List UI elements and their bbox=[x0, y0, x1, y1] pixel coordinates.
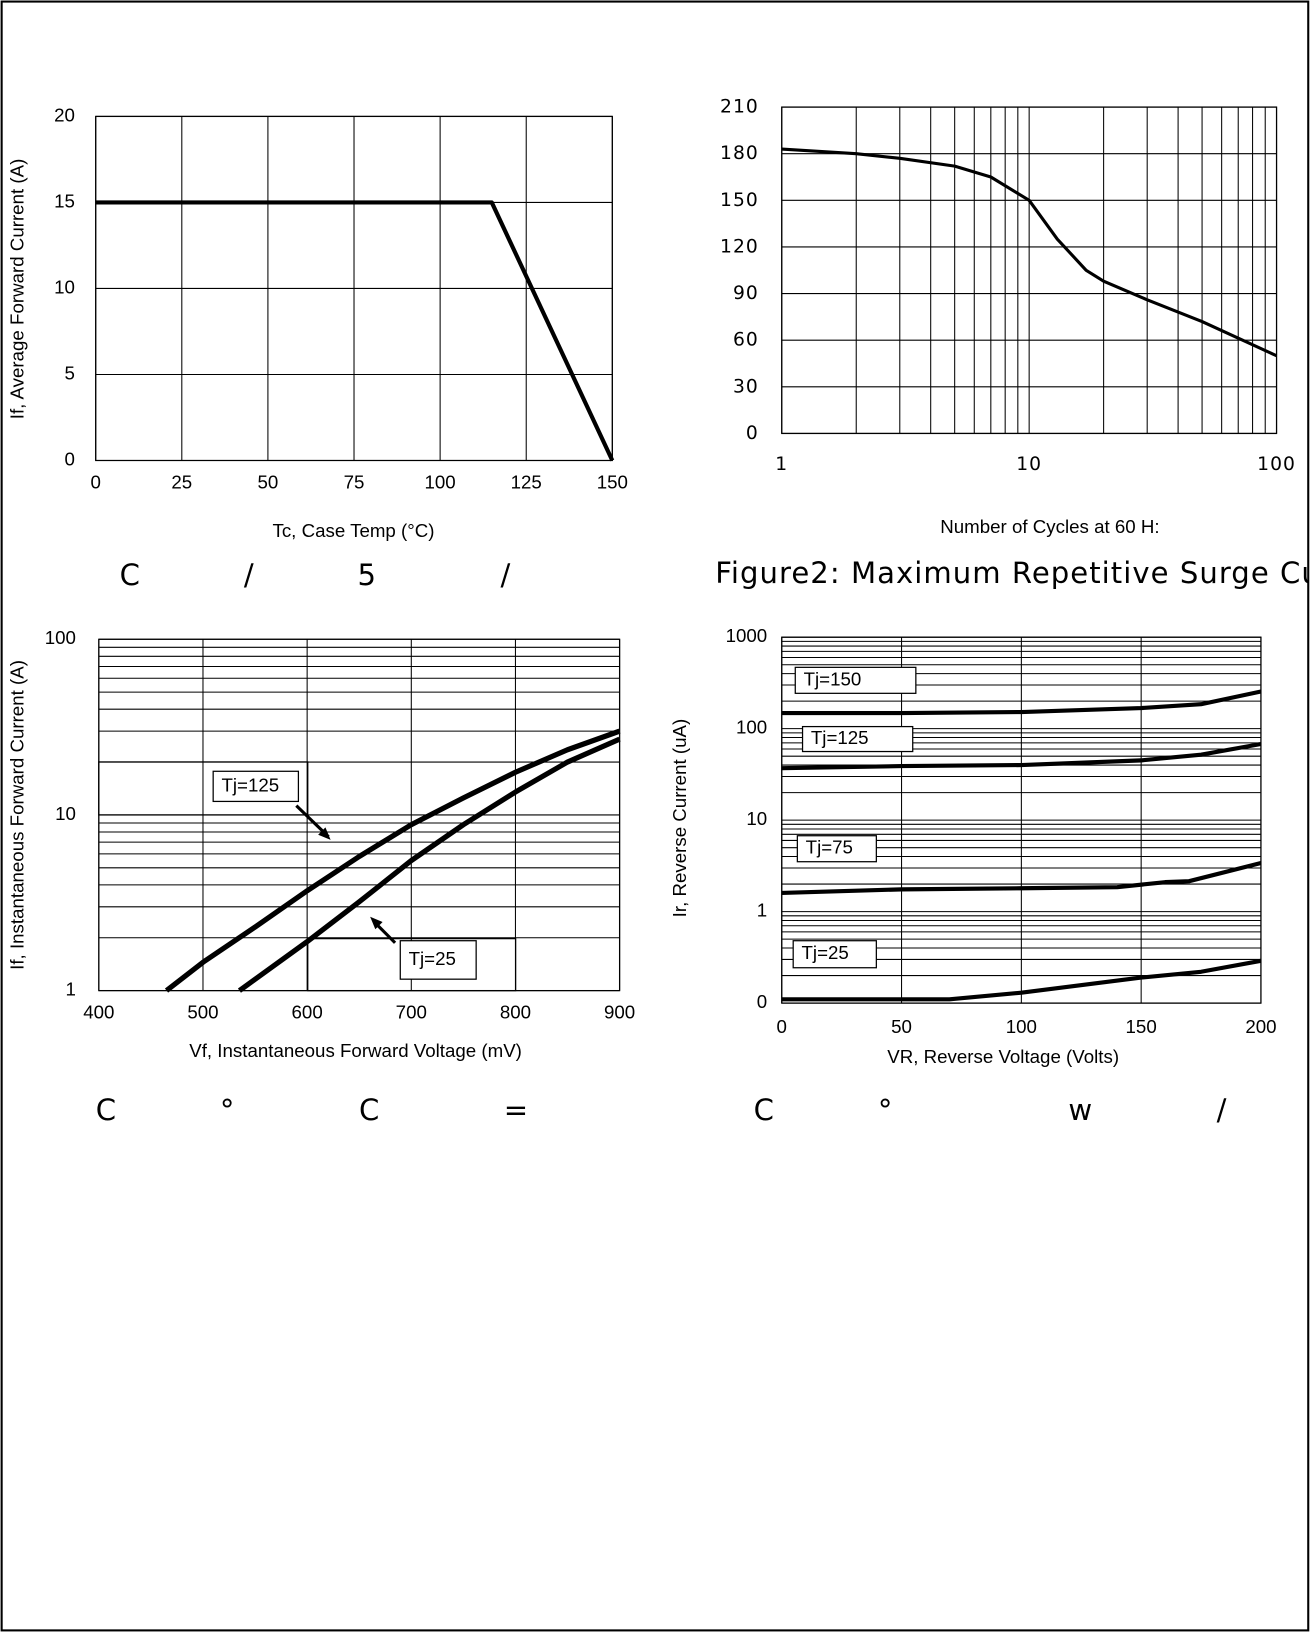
x-tick-label: 100 bbox=[1006, 1016, 1037, 1037]
x-tick-label: 150 bbox=[597, 471, 628, 492]
x-tick-label: 0 bbox=[777, 1016, 787, 1037]
series-line bbox=[95, 200, 615, 462]
series-line bbox=[237, 736, 621, 993]
series-label: Tj=25 bbox=[409, 948, 456, 969]
y-tick-label: 10 bbox=[746, 808, 767, 829]
series-label: Tj=125 bbox=[811, 727, 869, 748]
y-tick-label: 60 bbox=[733, 330, 759, 351]
y-tick-label: 150 bbox=[720, 190, 759, 211]
series-label-box bbox=[212, 770, 300, 803]
plot-frame bbox=[95, 115, 613, 462]
y-tick-label: 1 bbox=[757, 900, 767, 921]
y-tick-label: 15 bbox=[54, 190, 75, 211]
x-axis-label: VR, Reverse Voltage (Volts) bbox=[887, 1046, 1119, 1067]
x-tick-label: 50 bbox=[258, 471, 279, 492]
x-tick-label: 125 bbox=[511, 471, 542, 492]
caption: Figure2: Maximum Repetitive Surge Curren… bbox=[715, 556, 1313, 590]
y-tick-label: 1 bbox=[66, 979, 76, 1000]
caption: C / 5 / bbox=[120, 558, 512, 592]
caption: C ° w / bbox=[754, 1093, 1228, 1127]
x-tick-label: 25 bbox=[171, 471, 192, 492]
series-label-box bbox=[794, 666, 917, 694]
series-line bbox=[781, 741, 1262, 771]
x-tick-label: 1 bbox=[775, 454, 788, 475]
series-label: Tj=125 bbox=[221, 774, 279, 795]
y-tick-label: 90 bbox=[733, 283, 759, 304]
y-tick-label: 100 bbox=[736, 717, 767, 738]
y-tick-label: 1000 bbox=[726, 625, 768, 646]
series-label-box bbox=[792, 940, 877, 969]
y-tick-label: 10 bbox=[55, 803, 76, 824]
series-line bbox=[164, 728, 621, 993]
x-tick-label: 75 bbox=[344, 471, 365, 492]
y-tick-label: 180 bbox=[720, 143, 759, 164]
series-label: Tj=150 bbox=[804, 668, 862, 689]
arrow-head bbox=[370, 916, 383, 930]
series-line bbox=[781, 147, 1278, 358]
series-line bbox=[781, 689, 1262, 716]
arrow-head bbox=[318, 827, 331, 840]
x-tick-label: 100 bbox=[425, 471, 456, 492]
x-tick-label: 150 bbox=[1126, 1016, 1157, 1037]
series-line bbox=[781, 958, 1262, 1002]
y-tick-label: 120 bbox=[720, 236, 759, 257]
x-tick-label: 900 bbox=[604, 1001, 635, 1022]
y-axis-label: Ir, Reverse Current (uA) bbox=[669, 719, 690, 918]
y-tick-label: 0 bbox=[757, 991, 767, 1012]
y-tick-label: 0 bbox=[65, 448, 75, 469]
y-tick-label: 10 bbox=[54, 276, 75, 297]
x-tick-label: 50 bbox=[891, 1016, 912, 1037]
y-axis-label: If, Instantaneous Forward Current (A) bbox=[7, 660, 28, 970]
x-tick-label: 400 bbox=[83, 1001, 114, 1022]
y-tick-label: 210 bbox=[720, 97, 759, 118]
y-tick-label: 0 bbox=[746, 423, 759, 444]
x-tick-label: 800 bbox=[500, 1001, 531, 1022]
series-label-box bbox=[399, 940, 477, 980]
x-tick-label: 0 bbox=[91, 471, 101, 492]
x-tick-label: 10 bbox=[1016, 454, 1042, 475]
caption: C ° C = bbox=[96, 1093, 530, 1127]
y-tick-label: 20 bbox=[54, 104, 75, 125]
plot-frame bbox=[98, 638, 621, 992]
series-label-box bbox=[796, 835, 877, 863]
x-tick-label: 100 bbox=[1257, 454, 1296, 475]
x-tick-label: 600 bbox=[292, 1001, 323, 1022]
x-tick-label: 500 bbox=[187, 1001, 218, 1022]
y-tick-label: 100 bbox=[45, 627, 76, 648]
series-label: Tj=25 bbox=[802, 942, 849, 963]
x-axis-label: Number of Cycles at 60 H: bbox=[940, 516, 1159, 537]
plot-frame bbox=[781, 636, 1262, 1004]
x-tick-label: 700 bbox=[396, 1001, 427, 1022]
series-line bbox=[781, 860, 1262, 896]
x-tick-label: 200 bbox=[1245, 1016, 1276, 1037]
y-axis-label: If, Average Forward Current (A) bbox=[7, 159, 28, 420]
series-label: Tj=75 bbox=[806, 837, 853, 858]
x-axis-label: Vf, Instantaneous Forward Voltage (mV) bbox=[189, 1040, 522, 1061]
y-tick-label: 30 bbox=[733, 376, 759, 397]
y-tick-label: 5 bbox=[65, 362, 75, 383]
x-axis-label: Tc, Case Temp (°C) bbox=[272, 520, 434, 541]
series-label-box bbox=[801, 725, 914, 753]
plot-frame bbox=[781, 106, 1278, 435]
